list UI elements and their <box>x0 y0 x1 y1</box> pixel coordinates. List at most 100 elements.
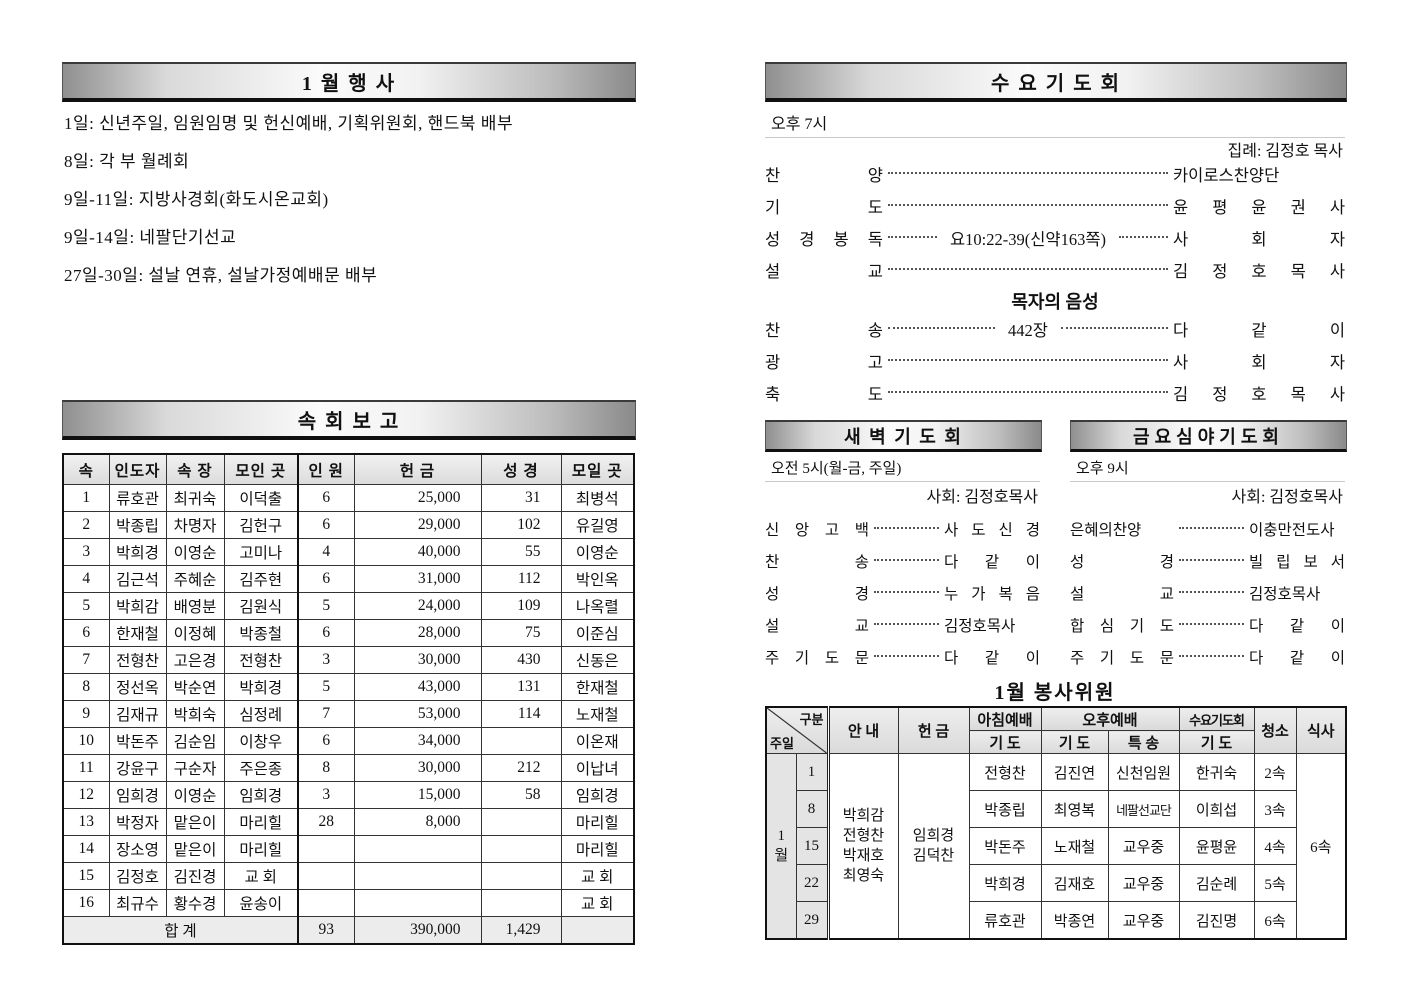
table-cell: 마리힐 <box>560 808 635 836</box>
prayer-item-label: 성 경 봉 독 <box>765 230 883 249</box>
friday-time: 오후 9시 <box>1070 455 1345 482</box>
table-cell: 40,000 <box>353 538 482 566</box>
table-cell: 43,000 <box>353 673 482 701</box>
table-cell: 전형찬 <box>223 646 299 674</box>
class-report-total-row: 합 계 93 390,000 1,429 <box>62 916 635 945</box>
table-cell: 30,000 <box>353 646 482 674</box>
prayer-item-value: 김 정 호 목 사 <box>1173 262 1345 281</box>
table-cell: 교 회 <box>560 889 635 917</box>
table-cell: 이온재 <box>560 727 635 755</box>
prayer-item-label: 찬 송 <box>765 321 883 340</box>
table-cell: 16 <box>62 889 110 917</box>
dotted-leader <box>888 359 1168 361</box>
cleaning-cell: 3속 <box>1253 790 1297 828</box>
volunteers-title: 1월 봉사위원 <box>994 682 1116 704</box>
volunteer-cell: 최영복 <box>1040 790 1109 828</box>
table-cell: 주은종 <box>223 754 299 782</box>
prayer-row: 성 경 봉 독 요10:22-39(신약163쪽) 사 회 자 <box>765 222 1345 254</box>
table-cell: 이창우 <box>223 727 299 755</box>
table-cell: 15 <box>62 862 110 890</box>
prayer-item-label: 기 도 <box>765 198 883 217</box>
table-cell: 이준심 <box>560 619 635 647</box>
table-cell <box>353 889 482 917</box>
column-header: 모인 곳 <box>223 453 299 485</box>
friday-night-prayer-title: 금요심야기도회 <box>1133 426 1284 447</box>
dotted-leader <box>874 591 939 593</box>
table-cell: 교 회 <box>223 862 299 890</box>
total-cell: 93 <box>297 916 355 945</box>
prayer-item-value: 다 같 이 <box>944 650 1040 667</box>
class-report-row: 14 장소영 맡은이 마리힐 마리힐 <box>62 835 635 863</box>
table-cell: 5 <box>297 673 355 701</box>
table-cell: 교 회 <box>560 862 635 890</box>
table-cell: 114 <box>480 700 562 728</box>
class-report-row: 12 임희경 이영순 임희경 3 15,000 58 임희경 <box>62 781 635 809</box>
table-cell: 강윤구 <box>108 754 167 782</box>
friday-moderator: 사회: 김정호목사 <box>1231 489 1344 506</box>
table-cell: 5 <box>62 592 110 620</box>
prayer-item-value: 김정호목사 <box>1249 586 1321 603</box>
table-cell: 4 <box>297 538 355 566</box>
table-cell <box>353 835 482 863</box>
prayer-item-label: 설 교 <box>765 262 883 281</box>
volunteer-cell: 교우중 <box>1107 901 1180 940</box>
volunteers-header-row-1: 구분 주일 안 내 헌 금 아침예배 오후예배 수요기도회 청소 식사 <box>765 706 1347 754</box>
table-cell: 25,000 <box>353 484 482 512</box>
dotted-leader <box>874 655 939 657</box>
volunteer-cell: 김진명 <box>1178 901 1255 940</box>
dotted-leader <box>874 559 939 561</box>
table-cell: 류호관 <box>108 484 167 512</box>
table-cell: 한재철 <box>560 673 635 701</box>
table-cell: 131 <box>480 673 562 701</box>
table-cell: 31,000 <box>353 565 482 593</box>
volunteer-cell: 윤평윤 <box>1178 827 1255 865</box>
date-cell: 29 <box>795 901 830 940</box>
date-cell: 8 <box>795 790 830 828</box>
table-cell: 김순임 <box>165 727 225 755</box>
diagonal-divider <box>767 708 825 753</box>
class-report-row: 5 박희감 배영분 김원식 5 24,000 109 나옥렬 <box>62 592 635 620</box>
table-cell <box>353 862 482 890</box>
prayer-item-value: 다 같 이 <box>1173 321 1345 340</box>
date-cell: 15 <box>795 827 830 865</box>
table-cell: 28,000 <box>353 619 482 647</box>
table-cell: 박인옥 <box>560 565 635 593</box>
section-title-class-report: 속 회 보 고 <box>62 400 636 440</box>
table-cell: 김진경 <box>165 862 225 890</box>
class-report-row: 10 박돈주 김순임 이창우 6 34,000 이온재 <box>62 727 635 755</box>
table-cell: 이덕출 <box>223 484 299 512</box>
table-cell: 24,000 <box>353 592 482 620</box>
volunteers-table: 구분 주일 안 내 헌 금 아침예배 오후예배 수요기도회 청소 식사 기 도 … <box>765 706 1348 940</box>
dotted-leader <box>874 623 939 625</box>
table-cell: 정선옥 <box>108 673 167 701</box>
table-cell <box>480 835 562 863</box>
header-wednesday-service: 수요기도회 <box>1178 706 1255 731</box>
table-cell: 마리힐 <box>560 835 635 863</box>
table-cell: 53,000 <box>353 700 482 728</box>
table-cell <box>480 808 562 836</box>
volunteer-cell: 교우중 <box>1107 864 1180 902</box>
table-cell <box>297 889 355 917</box>
table-cell: 임희경 <box>108 781 167 809</box>
table-cell: 이영순 <box>560 538 635 566</box>
prayer-item-label: 주 기 도 문 <box>765 650 869 667</box>
table-cell: 최규수 <box>108 889 167 917</box>
table-cell: 4 <box>62 565 110 593</box>
table-cell: 신동은 <box>560 646 635 674</box>
dawn-time: 오전 5시(월-금, 주일) <box>765 455 1040 482</box>
table-cell: 한재철 <box>108 619 167 647</box>
prayer-item-label: 광 고 <box>765 353 883 372</box>
class-report-row: 9 김재규 박희숙 심정례 7 53,000 114 노재철 <box>62 700 635 728</box>
dotted-leader <box>888 327 996 329</box>
corner-label-category: 구분 <box>799 712 824 727</box>
total-cell: 합 계 <box>62 916 299 945</box>
prayer-item-label: 성 경 <box>765 586 869 603</box>
volunteers-row: 8 박종립 최영복 네팔선교단 이희섭 3속 <box>766 790 1346 828</box>
event-item: 27일-30일: 설날 연휴, 설날가정예배문 배부 <box>64 266 378 285</box>
table-cell <box>480 889 562 917</box>
section-title-wednesday-prayer: 수 요 기 도 회 <box>765 62 1347 102</box>
